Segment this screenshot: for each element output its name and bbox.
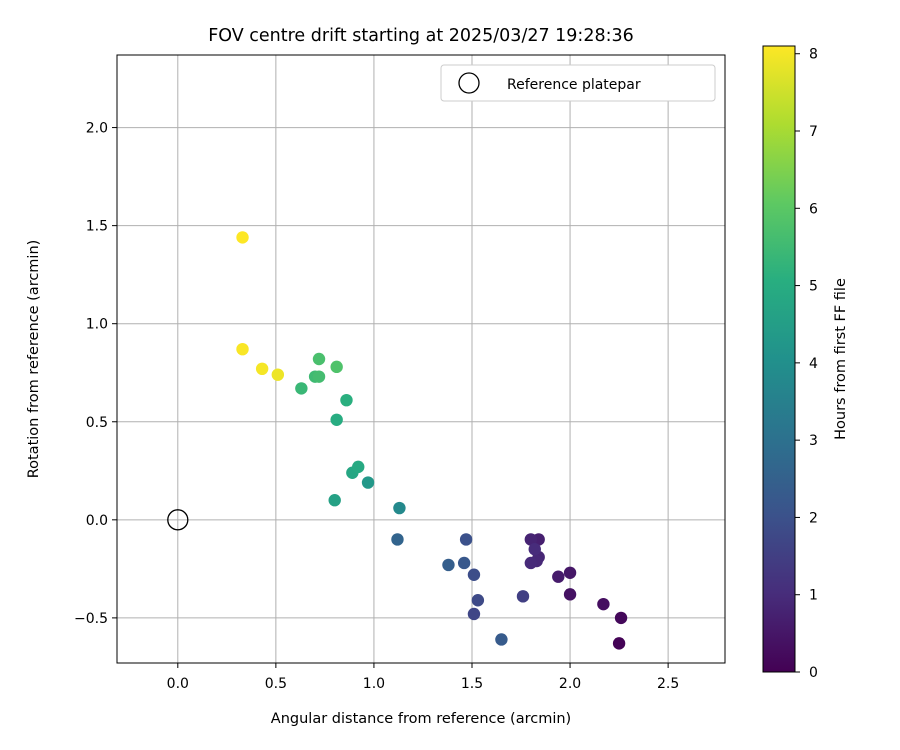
x-tick-label: 1.0 — [363, 676, 385, 692]
scatter-point — [614, 611, 628, 625]
scatter-point — [495, 633, 508, 646]
colorbar-tick-label: 8 — [809, 47, 818, 63]
grid — [117, 55, 725, 663]
scatter-point — [340, 393, 353, 407]
scatter-point — [352, 460, 365, 474]
x-tick-label: 2.5 — [657, 676, 679, 692]
scatter-point — [328, 494, 341, 507]
reference-marker-layer — [167, 509, 189, 531]
scatter-point — [457, 556, 471, 570]
colorbar-tick-label: 4 — [809, 356, 818, 372]
scatter-point — [236, 231, 249, 244]
legend-box — [440, 64, 716, 102]
scatter-point — [516, 590, 530, 603]
plot-frame — [116, 54, 726, 664]
scatter-point — [442, 558, 455, 572]
scatter-point — [271, 368, 285, 381]
data-points — [236, 231, 628, 650]
colorbar: 0 1 2 3 4 5 6 7 8 Hours from first FF file — [762, 45, 849, 681]
scatter-point — [312, 370, 326, 383]
x-axis-ticks: 0.0 0.5 1.0 1.5 2.0 2.5 — [167, 663, 679, 692]
scatter-point — [361, 476, 375, 489]
scatter-point — [312, 352, 326, 366]
y-tick-label: 1.0 — [86, 317, 108, 333]
x-axis-label: Angular distance from reference (arcmin) — [271, 711, 571, 727]
scatter-point — [552, 570, 565, 583]
scatter-point — [563, 588, 577, 601]
y-tick-label: 1.5 — [86, 219, 108, 235]
x-tick-label: 2.0 — [559, 676, 581, 692]
scatter-point — [459, 533, 473, 546]
scatter-point — [471, 594, 485, 607]
scatter-point — [393, 501, 406, 515]
reference-platepar-marker — [167, 509, 189, 531]
colorbar-gradient — [762, 45, 796, 673]
legend-entry-reference-platepar: Reference platepar — [507, 77, 641, 93]
colorbar-tick-label: 3 — [809, 433, 818, 449]
scatter-point — [612, 637, 626, 650]
colorbar-tick-label: 6 — [809, 201, 818, 217]
scatter-point — [236, 342, 249, 356]
colorbar-tick-label: 1 — [809, 588, 818, 604]
colorbar-tick-label: 7 — [809, 124, 818, 140]
scatter-point — [597, 597, 610, 611]
scatter-point — [563, 566, 577, 579]
scatter-point — [528, 543, 541, 556]
scatter-point — [467, 607, 481, 621]
y-tick-label: 0.5 — [86, 415, 108, 431]
scatter-point — [330, 360, 343, 374]
colorbar-ticks: 0 1 2 3 4 5 6 7 8 — [795, 47, 818, 681]
x-tick-label: 1.5 — [461, 676, 483, 692]
colorbar-tick-label: 2 — [809, 510, 818, 526]
legend: Reference platepar — [440, 64, 716, 102]
x-tick-label: 0.5 — [265, 676, 287, 692]
chart-title: FOV centre drift starting at 2025/03/27 … — [208, 26, 634, 46]
y-tick-label: −0.5 — [74, 611, 108, 627]
scatter-point — [330, 413, 343, 426]
scatter-point — [255, 362, 269, 376]
y-tick-label: 0.0 — [86, 513, 108, 529]
y-axis-ticks: −0.5 0.0 0.5 1.0 1.5 2.0 — [74, 121, 117, 627]
y-axis-label: Rotation from reference (arcmin) — [26, 240, 42, 479]
scatter-point — [295, 382, 308, 395]
scatter-point — [524, 533, 538, 546]
scatter-point — [467, 568, 481, 581]
legend-reference-marker — [458, 72, 480, 94]
x-tick-label: 0.0 — [167, 676, 189, 692]
colorbar-tick-label: 0 — [809, 665, 818, 681]
colorbar-label: Hours from first FF file — [833, 278, 849, 440]
scatter-point — [391, 533, 404, 546]
y-tick-label: 2.0 — [86, 121, 108, 137]
scatter-point — [524, 556, 538, 570]
colorbar-tick-label: 5 — [809, 279, 818, 295]
